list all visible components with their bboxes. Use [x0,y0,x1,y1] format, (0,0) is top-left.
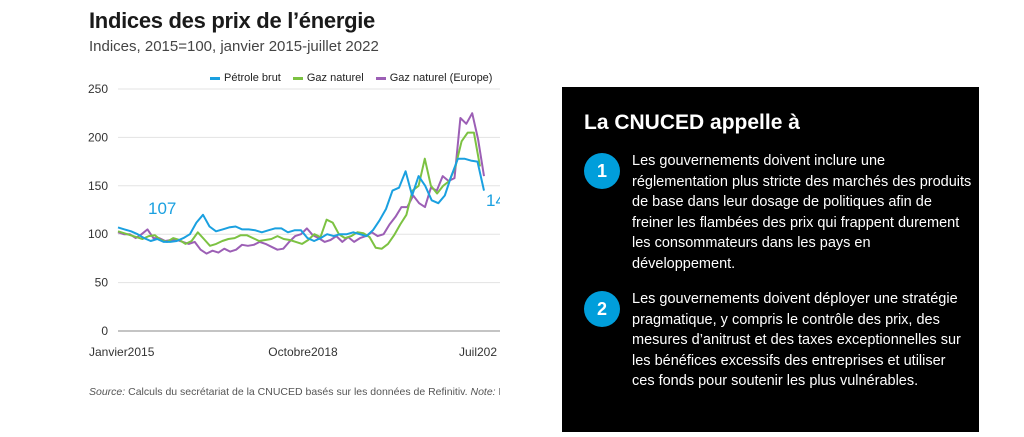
series-line-0 [117,157,485,243]
y-tick-label: 50 [95,276,109,290]
note-text: L [496,386,501,398]
y-tick-label: 0 [101,324,108,338]
chart-panel: Indices des prix de l’énergie Indices, 2… [0,0,500,437]
legend-item: Gaz naturel (Europe) [375,72,493,84]
y-tick-label: 250 [88,82,108,96]
y-axis: 0 50 100 150 200 250 [88,82,108,338]
legend-item: Pétrole brut [210,72,281,84]
number-badge: 1 [584,153,620,189]
legend-label: Pétrole brut [224,72,281,84]
chart-title: Indices des prix de l’énergie [89,8,375,33]
start-value-label: 107 [148,199,176,218]
callout-box: La CNUCED appelle à 1 Les gouvernements … [562,87,979,432]
legend-label: Gaz naturel (Europe) [389,72,493,84]
end-value-label: 14 [486,191,500,210]
y-tick-label: 100 [88,227,108,241]
y-tick-label: 200 [88,130,108,144]
x-tick-label: Janvier2015 [89,345,155,359]
legend-label: Gaz naturel [306,72,364,84]
legend-swatch [375,76,386,80]
source-note: Source: Calculs du secrétariat de la CNU… [89,386,500,398]
source-text: Calculs du secrétariat de la CNUCED basé… [125,386,471,398]
callout-point-text: Les gouvernements doivent déployer une s… [632,291,961,389]
callout-title: La CNUCED appelle à [584,111,800,134]
grid-lines [118,88,500,332]
series-lines [117,112,485,255]
x-tick-label: Juil202 [459,345,497,359]
chart-subtitle: Indices, 2015=100, janvier 2015-juillet … [89,38,379,55]
legend-item: Gaz naturel [292,72,364,84]
x-axis: Janvier2015 Octobre2018 Juil202 [89,345,497,359]
legend-swatch [210,76,220,80]
legend-swatch [292,76,303,80]
callout-point-text: Les gouvernements doivent inclure une ré… [632,153,972,272]
series-line-2 [117,112,485,255]
annotations: 107 14 [148,191,500,218]
note-label: Note: [470,386,496,398]
legend: Pétrole brut Gaz naturel Gaz naturel (Euro… [210,72,492,84]
line-chart: 0 50 100 150 200 250 Janvier2015 Octobre2018 Ju… [88,82,500,359]
source-label: Source: [89,386,126,398]
number-badge: 2 [584,291,620,327]
x-tick-label: Octobre2018 [268,345,338,359]
y-tick-label: 150 [88,179,108,193]
